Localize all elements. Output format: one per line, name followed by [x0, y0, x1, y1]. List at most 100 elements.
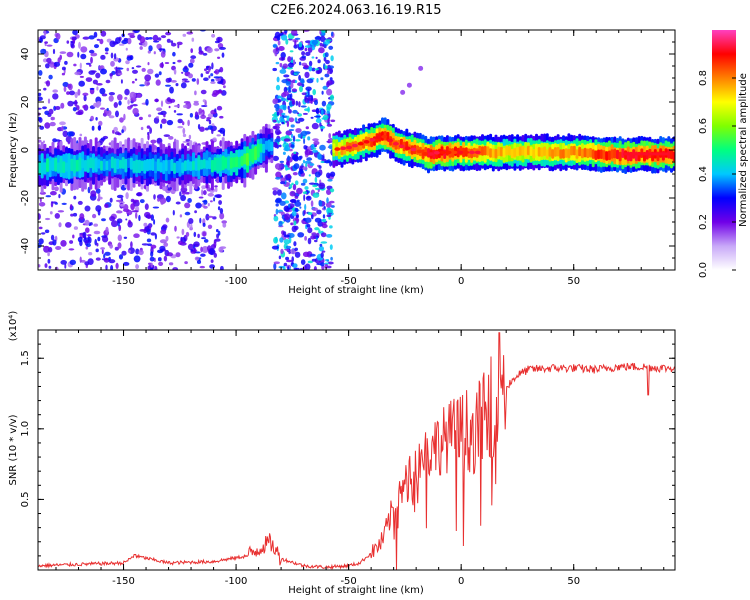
spectrogram-noise-blob — [286, 259, 293, 263]
spectrogram-noise-blob — [321, 250, 326, 253]
spectrogram-noise-blob — [275, 84, 281, 91]
spectrogram-ridge-cell — [599, 149, 603, 159]
spectrogram-noise-blob — [202, 52, 208, 56]
spectrogram-noise-blob — [273, 263, 277, 270]
spectrogram-noise-blob — [291, 98, 296, 105]
spectrogram-noise-blob — [74, 91, 78, 99]
spectrogram-noise-blob — [38, 238, 44, 245]
spectrogram-noise-blob — [296, 199, 300, 202]
spectrogram-ridge-cell — [124, 158, 128, 173]
spectrogram-noise-blob — [217, 81, 224, 85]
spectrogram-noise-blob — [183, 104, 188, 108]
spectrogram-noise-blob — [45, 80, 51, 87]
spectrogram-noise-blob — [165, 31, 172, 36]
spectrogram-noise-blob — [177, 240, 183, 245]
colorbar-tick-label: 0.0 — [698, 262, 709, 278]
spectrogram-noise-blob — [320, 232, 327, 238]
spectrogram-noise-blob — [281, 192, 287, 200]
spectrogram-noise-blob — [311, 214, 314, 220]
spectrogram-ridge-cell — [183, 160, 187, 172]
spectrogram-noise-blob — [124, 96, 128, 100]
spectrogram-noise-blob — [291, 88, 298, 93]
spectrogram-ridge-cell — [67, 158, 71, 170]
spectrogram-noise-blob — [202, 231, 207, 237]
spectrogram-noise-blob — [70, 213, 74, 217]
spectrogram-noise-blob — [315, 118, 322, 123]
spectrogram-noise-blob — [200, 73, 204, 78]
spectrogram-noise-blob — [123, 261, 130, 266]
spectrogram-noise-blob — [285, 130, 293, 136]
spectrogram-noise-blob — [58, 222, 62, 228]
spectrogram-noise-blob — [145, 37, 150, 40]
spectrogram-ridge-cell — [46, 158, 50, 172]
spectrogram-noise-blob — [120, 79, 123, 84]
spectrogram-noise-blob — [52, 239, 57, 246]
spectrogram-noise-blob — [96, 101, 102, 107]
spectrogram-noise-blob — [153, 117, 160, 124]
spectrogram-ridge-cell — [578, 146, 582, 157]
spectrogram-noise-blob — [274, 31, 281, 39]
spectrogram-noise-blob — [321, 90, 324, 95]
spectrogram-noise-blob — [168, 262, 174, 266]
spectrogram-noise-blob — [273, 261, 280, 265]
spectrogram-noise-blob — [213, 252, 217, 258]
spectrogram-noise-blob — [327, 259, 329, 262]
spectrogram-noise-blob — [150, 267, 154, 270]
spectrogram-noise-blob — [217, 206, 221, 211]
spectrogram-noise-blob — [67, 84, 72, 89]
spectrogram-noise-blob — [295, 37, 301, 40]
spectrogram-noise-blob — [317, 59, 321, 64]
spectrogram-noise-blob — [418, 65, 424, 71]
spectrogram-noise-blob — [326, 70, 331, 75]
spectrogram-noise-blob — [200, 246, 203, 253]
spectrogram-noise-blob — [52, 48, 56, 55]
spectrogram-noise-blob — [321, 100, 327, 107]
spectrogram-noise-blob — [284, 164, 288, 168]
spectrogram-noise-blob — [215, 90, 223, 94]
spectrogram-noise-blob — [76, 105, 80, 111]
spectrogram-ridge-cell — [156, 158, 160, 172]
spectrogram-noise-blob — [44, 41, 48, 44]
colorbar-tick-label: 0.4 — [698, 166, 709, 182]
spectrogram-noise-blob — [294, 195, 299, 199]
spectrogram-noise-blob — [330, 55, 334, 62]
spectrogram-noise-blob — [304, 160, 312, 164]
spectrogram-noise-blob — [210, 78, 215, 82]
spectrogram-noise-blob — [279, 69, 287, 74]
spectrogram-noise-blob — [302, 159, 306, 164]
spectrogram-noise-blob — [49, 121, 56, 127]
spectrogram-noise-blob — [290, 133, 294, 138]
spectrogram-noise-blob — [318, 229, 321, 234]
spectrogram-noise-blob — [326, 214, 332, 218]
spectrogram-noise-blob — [172, 209, 175, 216]
spectrogram-noise-blob — [48, 74, 53, 80]
spectrogram-noise-blob — [121, 129, 124, 134]
spectrogram-noise-blob — [148, 37, 153, 40]
spectrogram-noise-blob — [298, 101, 301, 108]
spectrogram-noise-blob — [141, 243, 149, 246]
spectrogram-noise-blob — [133, 233, 140, 238]
spectrogram-noise-blob — [288, 89, 292, 93]
spectrogram-noise-blob — [99, 87, 106, 95]
spectrogram-noise-blob — [196, 78, 200, 85]
spectrogram-noise-blob — [54, 266, 59, 270]
spectrogram-noise-blob — [290, 124, 295, 128]
spectrogram-noise-blob — [104, 47, 109, 52]
spectrogram-noise-blob — [103, 257, 110, 263]
spectrogram-noise-blob — [222, 222, 227, 228]
spectrogram-ridge-cell — [613, 148, 617, 159]
spectrogram-ridge-cell — [116, 158, 120, 170]
spectrogram-noise-blob — [146, 238, 152, 243]
spectrogram-noise-blob — [324, 52, 329, 58]
spectrogram-noise-blob — [46, 57, 52, 64]
spectrogram-ridge-cell — [535, 146, 538, 156]
spectrogram-ridge-cell — [529, 146, 533, 156]
spectrogram-noise-blob — [319, 144, 326, 151]
spectrogram-noise-blob — [322, 218, 327, 223]
spectrogram-noise-blob — [194, 256, 200, 261]
spectrogram-noise-blob — [297, 232, 305, 238]
spectrogram-ridge-cell — [229, 157, 233, 169]
spectrogram-panel: -150 -100 -50 0 50 -40 -20 0 20 40 Height of str… — [8, 29, 676, 296]
spectrogram-noise-blob — [100, 247, 105, 250]
spectrogram-noise-blob — [182, 33, 187, 37]
